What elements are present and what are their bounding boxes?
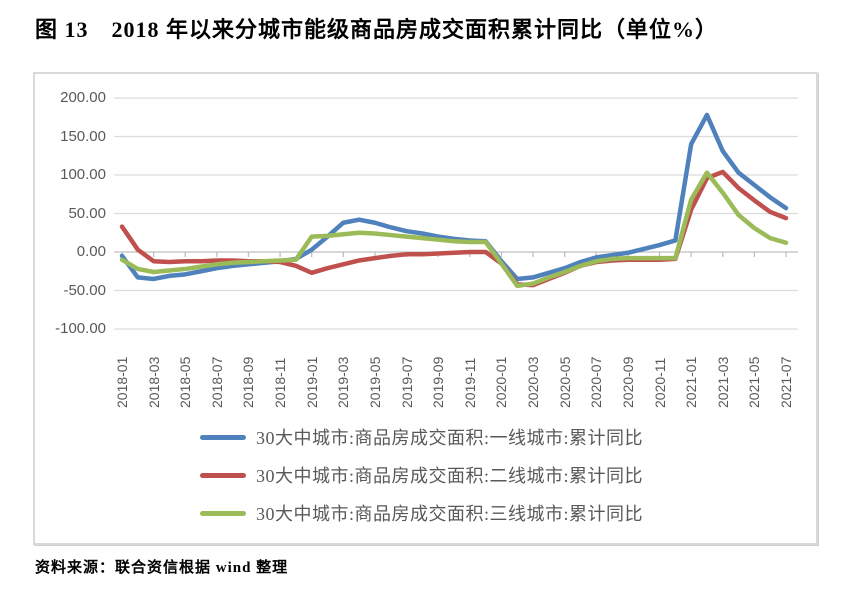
legend-swatch-second-tier-line — [200, 472, 246, 478]
y-axis-label: -100.00 — [55, 320, 106, 337]
x-axis-label: 2020-11 — [651, 357, 668, 408]
x-axis-label: 2018-07 — [208, 356, 225, 408]
series-line-2 — [119, 170, 789, 289]
source-note: 资料来源：联合资信根据 wind 整理 — [35, 560, 289, 576]
legend-swatch-third-tier-line — [200, 510, 246, 516]
y-axis-label: 100.00 — [60, 166, 106, 183]
x-axis-label: 2020-05 — [556, 356, 573, 408]
y-axis-label: -50.00 — [63, 282, 106, 299]
x-axis-label: 2021-05 — [746, 356, 763, 408]
y-axis-label: 200.00 — [60, 89, 106, 106]
x-axis-label: 2019-05 — [366, 356, 383, 408]
legend-item: 30大中城市:商品房成交面积:二线城市:累计同比 — [200, 462, 643, 488]
x-axis-label: 2018-03 — [145, 356, 162, 408]
x-axis-label: 2019-01 — [303, 356, 320, 408]
x-axis-label: 2018-09 — [240, 356, 257, 408]
y-axis-label: 0.00 — [76, 243, 106, 260]
x-axis-label: 2020-03 — [525, 356, 542, 408]
y-axis-label: 150.00 — [60, 128, 106, 145]
x-axis-label: 2020-09 — [619, 356, 636, 408]
x-axis-label: 2020-07 — [588, 356, 605, 408]
x-axis-label: 2018-01 — [114, 356, 130, 408]
x-axis-label: 2020-01 — [493, 356, 510, 408]
x-axis-label: 2019-03 — [335, 356, 352, 408]
legend-swatch-first-tier-line — [200, 434, 246, 440]
legend-item: 30大中城市:商品房成交面积:三线城市:累计同比 — [200, 500, 643, 526]
legend-item: 30大中城市:商品房成交面积:一线城市:累计同比 — [200, 424, 643, 450]
x-axis-label: 2021-01 — [683, 356, 700, 408]
y-axis-label: 50.00 — [68, 205, 106, 222]
legend-label: 30大中城市:商品房成交面积:一线城市:累计同比 — [256, 428, 644, 448]
legend-label: 30大中城市:商品房成交面积:三线城市:累计同比 — [256, 504, 644, 524]
series-line-0 — [119, 112, 789, 282]
x-axis-label: 2019-09 — [430, 356, 447, 408]
legend: 30大中城市:商品房成交面积:一线城市:累计同比 30大中城市:商品房成交面积:… — [200, 424, 643, 526]
x-axis-label: 2018-11 — [272, 357, 289, 408]
x-axis-label: 2021-07 — [778, 356, 794, 408]
chart-frame — [33, 72, 818, 545]
legend-label: 30大中城市:商品房成交面积:二线城市:累计同比 — [256, 466, 644, 486]
x-axis-label: 2021-03 — [714, 356, 731, 408]
x-axis-label: 2018-05 — [177, 356, 194, 408]
page-title: 图 13 2018 年以来分城市能级商品房成交面积累计同比（单位%） — [35, 17, 719, 42]
x-axis-label: 2019-11 — [461, 357, 478, 408]
x-axis-label: 2019-07 — [398, 356, 415, 408]
